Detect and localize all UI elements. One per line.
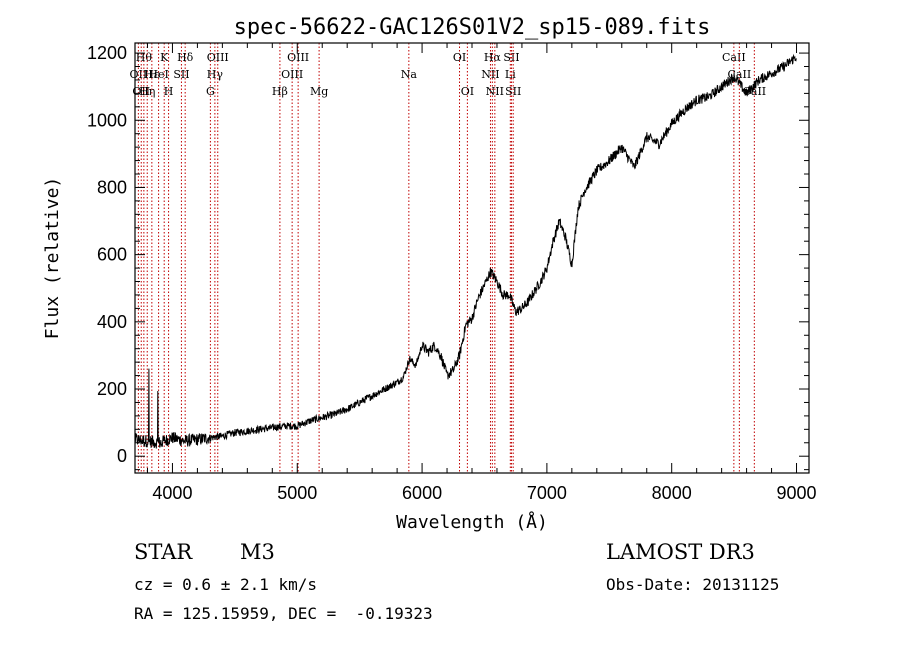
line-marker-label: OI [461, 85, 474, 98]
y-axis-label: Flux (relative) [42, 177, 63, 340]
plot-frame [134, 42, 810, 474]
y-axis: 0 200 400 600 800 1000 1200 [87, 43, 809, 471]
x-axis: 4000 5000 6000 7000 8000 9000 [146, 43, 817, 503]
line-marker-label: NII [481, 68, 499, 81]
x-tick-label: 4000 [152, 483, 192, 503]
line-marker-label: Hε [144, 68, 160, 81]
line-marker-label: OIII [281, 68, 303, 81]
y-tick-label: 1000 [87, 110, 127, 130]
line-marker-label: CaII [722, 51, 746, 64]
line-marker-label: OIII [207, 51, 229, 64]
line-marker-label: Mg [310, 85, 328, 98]
line-marker-label: OI [453, 51, 466, 64]
line-marker-label: Li [505, 68, 516, 81]
line-marker-label: SII [505, 85, 521, 98]
line-marker-label: SII [173, 68, 189, 81]
line-marker-label: HeI [148, 68, 168, 81]
y-tick-label: 800 [97, 177, 127, 197]
object-class: STAR [134, 540, 193, 564]
chart-title: spec-56622-GAC126S01V2_sp15-089.fits [234, 15, 711, 40]
line-marker-label: G [206, 85, 215, 98]
redshift-readout: cz = 0.6 ± 2.1 km/s [134, 575, 318, 594]
line-marker-label: Hγ [207, 68, 224, 81]
line-marker-label: K [160, 51, 169, 64]
y-tick-label: 200 [97, 379, 127, 399]
line-marker-label: Hα [484, 51, 502, 64]
line-marker-label: OIII [287, 51, 309, 64]
line-marker-label: Na [401, 68, 418, 81]
line-marker-label: Hθ [136, 51, 153, 64]
x-tick-label: 7000 [527, 483, 567, 503]
y-tick-label: 600 [97, 245, 127, 265]
line-marker-label: OII [132, 85, 150, 98]
survey-name: LAMOST DR3 [606, 540, 755, 564]
line-marker-label: SII [503, 51, 519, 64]
line-marker-label: Hη [139, 85, 155, 98]
object-subclass: M3 [240, 540, 275, 564]
x-tick-label: 9000 [776, 483, 816, 503]
x-tick-label: 5000 [277, 483, 317, 503]
line-marker-label: Hδ [177, 51, 194, 64]
x-axis-label: Wavelength (Å) [396, 511, 548, 533]
line-marker-label: H [164, 85, 174, 98]
y-tick-label: 1200 [87, 43, 127, 63]
y-tick-label: 0 [117, 446, 127, 466]
obs-date: Obs-Date: 20131125 [606, 575, 780, 594]
line-marker-label: Hβ [272, 85, 288, 98]
coordinates: RA = 125.15959, DEC = -0.19323 [134, 604, 433, 623]
line-marker-label: NII [486, 85, 504, 98]
spectrum-line [134, 53, 797, 449]
spectrum-series [134, 53, 797, 449]
line-marker-label: OII [130, 68, 148, 81]
x-tick-label: 6000 [402, 483, 442, 503]
x-tick-label: 8000 [652, 483, 692, 503]
y-tick-label: 400 [97, 312, 127, 332]
